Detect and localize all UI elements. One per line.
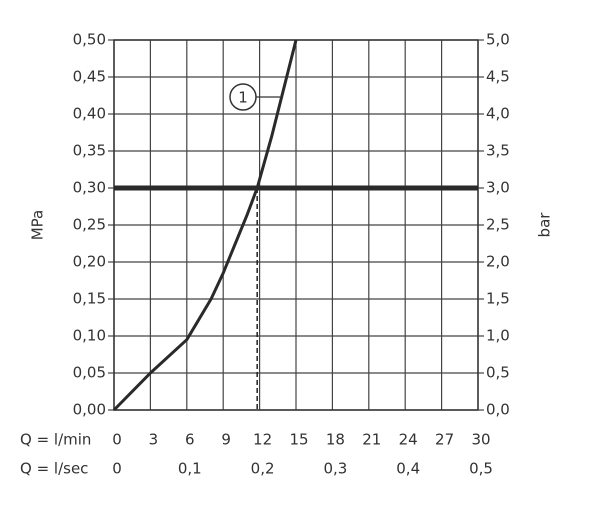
y-tick-label: 0,15 — [73, 290, 106, 308]
curve — [112, 39, 298, 412]
y2-tick-label: 3,5 — [486, 142, 510, 160]
y2-tick-label: 4,5 — [486, 68, 510, 86]
y2-tick-label: 3,0 — [486, 179, 510, 197]
x-tick-label: 12 — [253, 431, 272, 449]
y-tick-label: 0,40 — [73, 105, 106, 123]
x-tick-label: 21 — [362, 431, 381, 449]
x-tick-label: 6 — [185, 431, 195, 449]
x2-tick-label: 0,1 — [178, 460, 202, 478]
y-tick-label: 0,45 — [73, 68, 106, 86]
x2-tick-label: 0,2 — [251, 460, 275, 478]
y2-tick-label: 4,0 — [486, 105, 510, 123]
y-tick-label: 0,00 — [73, 401, 106, 419]
x2-tick-label: 0,3 — [323, 460, 347, 478]
series-label: 1 — [238, 89, 248, 107]
x-tick-label: 18 — [326, 431, 345, 449]
x-tick-label: 9 — [221, 431, 231, 449]
y2-tick-label: 1,0 — [486, 327, 510, 345]
x2-tick-label: 0,4 — [396, 460, 420, 478]
y-tick-label: 0,10 — [73, 327, 106, 345]
x-tick-label: 24 — [399, 431, 418, 449]
y-tick-label: 0,30 — [73, 179, 106, 197]
x-tick-label: 0 — [112, 431, 122, 449]
y2-tick-label: 2,5 — [486, 216, 510, 234]
x2-axis-label: Q = l/sec — [20, 460, 88, 478]
y-tick-label: 0,35 — [73, 142, 106, 160]
x-tick-label: 27 — [435, 431, 454, 449]
y-tick-label: 0,50 — [73, 31, 106, 49]
y2-tick-label: 0,0 — [486, 401, 510, 419]
y-tick-label: 0,05 — [73, 364, 106, 382]
y2-tick-label: 5,0 — [486, 31, 510, 49]
label-circle — [229, 83, 257, 111]
x-tick-label: 3 — [149, 431, 159, 449]
y2-tick-label: 0,5 — [486, 364, 510, 382]
x-tick-label: 15 — [289, 431, 308, 449]
y2-tick-label: 1,5 — [486, 290, 510, 308]
y2-axis-label: bar — [536, 212, 554, 238]
x2-tick-label: 0,5 — [469, 460, 493, 478]
y-tick-label: 0,25 — [73, 216, 106, 234]
x2-tick-label: 0 — [112, 460, 122, 478]
y-axis-label: MPa — [29, 210, 47, 241]
y2-tick-label: 2,0 — [486, 253, 510, 271]
x-tick-label: 30 — [471, 431, 490, 449]
y-tick-label: 0,20 — [73, 253, 106, 271]
x-axis-label: Q = l/min — [20, 431, 91, 449]
